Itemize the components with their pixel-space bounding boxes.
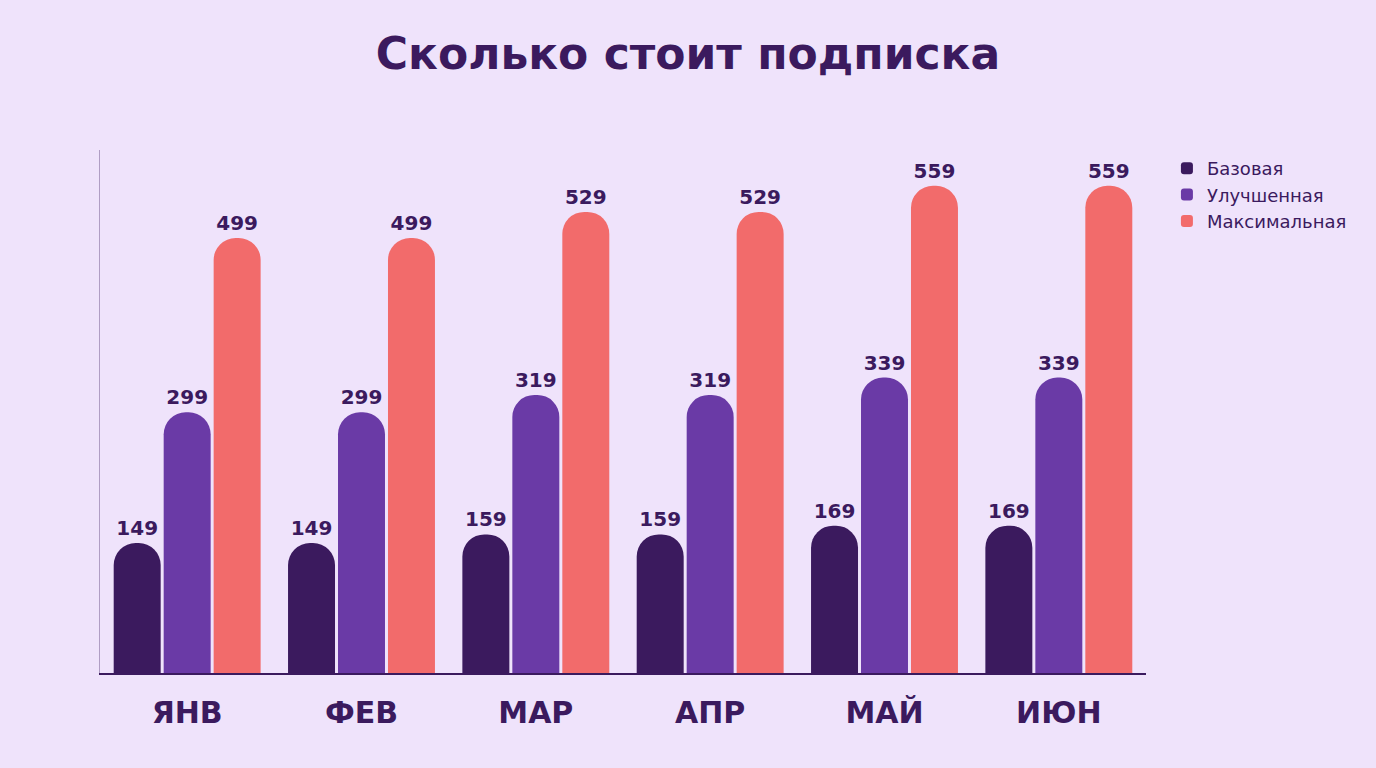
svg-text:ЯНВ: ЯНВ — [152, 695, 223, 730]
svg-text:Сколько стоит подписка: Сколько стоит подписка — [376, 28, 1000, 79]
svg-text:319: 319 — [689, 368, 731, 392]
svg-text:529: 529 — [565, 185, 607, 209]
svg-text:529: 529 — [739, 185, 781, 209]
svg-text:149: 149 — [291, 516, 333, 540]
svg-text:АПР: АПР — [675, 695, 745, 730]
svg-text:Максимальная: Максимальная — [1207, 211, 1346, 232]
svg-text:159: 159 — [465, 507, 507, 531]
svg-text:149: 149 — [116, 516, 158, 540]
svg-text:299: 299 — [166, 385, 208, 409]
svg-text:ИЮН: ИЮН — [1016, 695, 1101, 730]
svg-text:Улучшенная: Улучшенная — [1207, 185, 1324, 206]
svg-text:499: 499 — [391, 211, 433, 235]
svg-text:319: 319 — [515, 368, 557, 392]
svg-text:339: 339 — [864, 351, 906, 375]
svg-text:ФЕВ: ФЕВ — [325, 695, 398, 730]
svg-text:299: 299 — [341, 385, 383, 409]
svg-text:МАЙ: МАЙ — [845, 695, 923, 730]
svg-text:559: 559 — [1088, 159, 1130, 183]
svg-text:499: 499 — [216, 211, 258, 235]
svg-text:Базовая: Базовая — [1207, 158, 1283, 179]
svg-text:159: 159 — [639, 507, 681, 531]
svg-text:169: 169 — [814, 499, 856, 523]
svg-text:559: 559 — [914, 159, 956, 183]
svg-text:169: 169 — [988, 499, 1030, 523]
svg-text:МАР: МАР — [498, 695, 573, 730]
svg-text:339: 339 — [1038, 351, 1080, 375]
